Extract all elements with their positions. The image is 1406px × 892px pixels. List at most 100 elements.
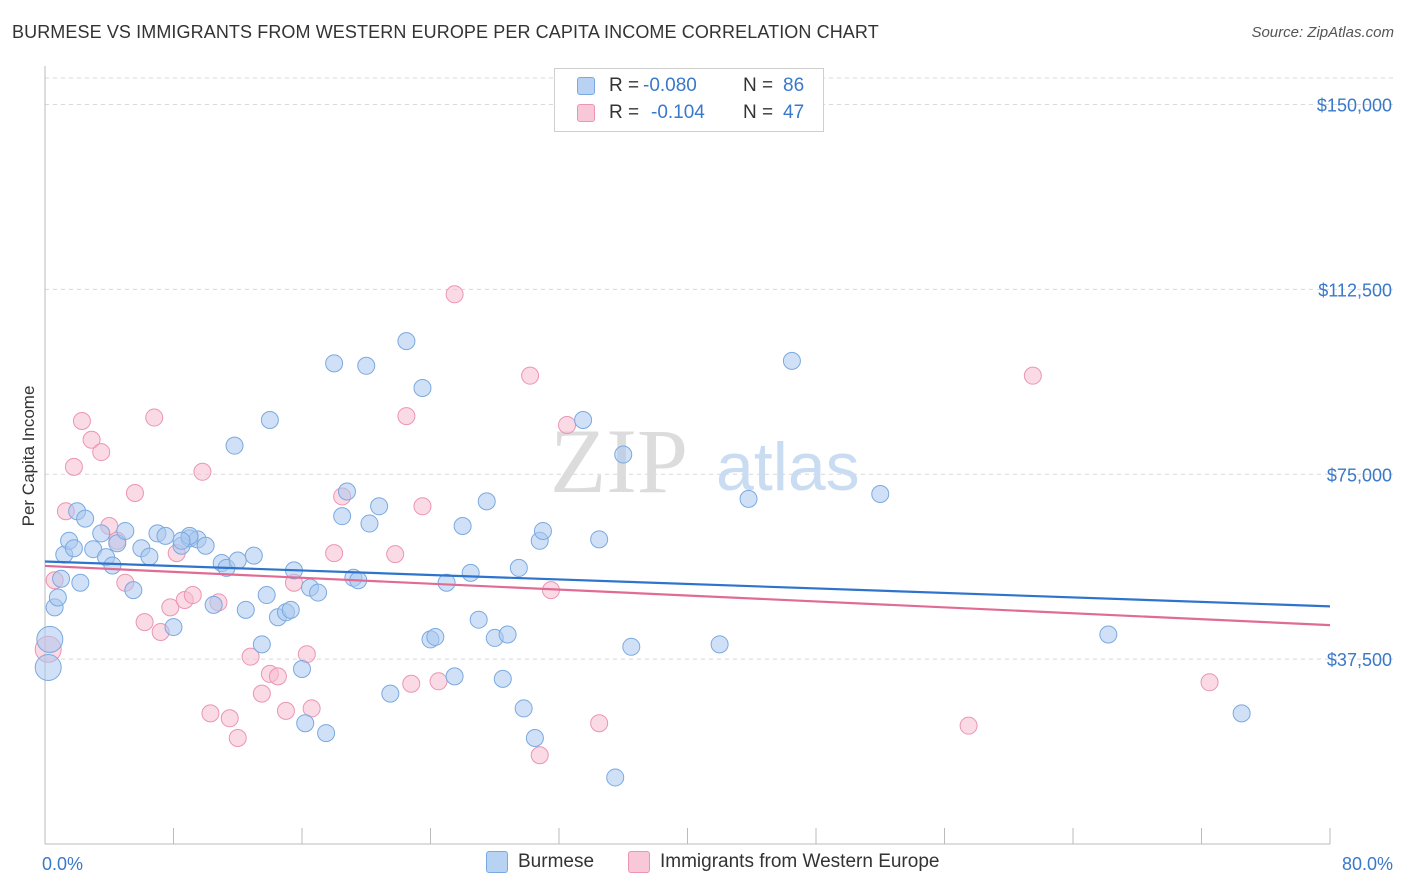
western-point [386,545,405,564]
burmese-point [622,637,641,656]
y-axis-label: Per Capita Income [19,386,38,527]
western-point [445,285,464,304]
burmese-point [76,509,95,528]
western-point [429,672,448,691]
burmese-point [260,411,279,430]
western-point [402,674,421,693]
burmese-point [317,724,336,743]
burmese-point [84,540,103,559]
y-tick-label: $150,000 [1317,96,1392,116]
western-trend-line [44,564,1331,627]
source-label: Source: ZipAtlas.com [1251,24,1394,41]
legend-label-western: Immigrants from Western Europe [660,851,940,872]
legend-label-burmese: Burmese [518,851,595,872]
western-swatch [628,851,650,873]
burmese-point [281,600,300,619]
correlation-legend: R = -0.080 N = 86 R = -0.104 N = 47 [554,68,824,132]
trend-lines [44,560,1331,627]
n-label: N = [743,102,774,123]
burmese-point [204,595,223,614]
burmese-point [309,583,328,602]
western-point [590,714,609,733]
burmese-point [614,445,633,464]
burmese-point [710,635,729,654]
western-point [64,457,83,476]
burmese-point [36,625,64,653]
burmese-point [164,618,183,637]
western-point [193,462,212,481]
western-point [135,613,154,632]
burmese-point [498,625,517,644]
burmese-point [461,563,480,582]
burmese-point [236,600,255,619]
western-point [252,684,271,703]
burmese-point [64,539,83,558]
burmese-point [1232,704,1251,723]
burmese-point [172,531,191,550]
burmese-point [437,573,456,592]
burmese-point [370,497,389,516]
n-value: 86 [783,75,805,96]
legend-row-western: R = -0.104 N = 47 [577,100,804,126]
chart-title: BURMESE VS IMMIGRANTS FROM WESTERN EUROP… [12,22,879,42]
burmese-point [514,699,533,718]
western-point [72,412,91,431]
western-point [82,430,101,449]
burmese-point [493,669,512,688]
burmese-point [71,573,90,592]
grid-lines [45,77,1396,660]
y-tick-label: $37,500 [1327,650,1392,670]
western-point [530,746,549,765]
burmese-point [52,569,71,588]
burmese-point [525,729,544,748]
watermark-atlas: atlas [716,429,860,505]
burmese-point [252,635,271,654]
burmese-point [453,517,472,536]
western-point [183,586,202,605]
burmese-swatch [486,851,508,873]
axes [44,66,1331,845]
burmese-point [293,659,311,678]
series-legend: Burmese Immigrants from Western Europe [0,851,1406,877]
legend-item-burmese[interactable]: Burmese [486,851,594,873]
burmese-point [156,526,175,545]
western-point [228,729,247,748]
western-point [1200,673,1219,692]
burmese-point [257,586,276,605]
burmese-point [140,547,159,566]
western-point [161,598,180,617]
burmese-point [48,588,67,607]
watermark: ZIP atlas [550,410,860,512]
burmese-point [196,536,215,555]
burmese-point [116,521,135,540]
burmese-point [124,581,143,600]
burmese-point [469,610,488,629]
western-point [521,366,540,385]
burmese-point [225,436,244,455]
western-point [92,443,111,462]
western-point [276,701,295,720]
r-label: R = [609,102,640,123]
burmese-point [357,356,376,375]
burmese-point [337,482,356,501]
western-point [125,483,144,502]
legend-item-western[interactable]: Immigrants from Western Europe [628,851,939,873]
western-point [268,667,287,686]
burmese-point [103,556,122,575]
burmese-point [413,378,432,397]
western-point [959,716,978,735]
burmese-point [92,524,111,543]
western-point [558,415,577,434]
western-point [413,497,432,516]
burmese-point [445,667,464,686]
western-point [1023,366,1042,385]
r-value: -0.104 [651,102,705,123]
r-label: R = [609,75,640,96]
burmese-point [590,530,609,549]
western-europe-points [34,285,1219,765]
burmese-point [574,411,593,430]
burmese-point [426,627,445,646]
western-point [145,408,164,427]
burmese-point [509,558,528,577]
